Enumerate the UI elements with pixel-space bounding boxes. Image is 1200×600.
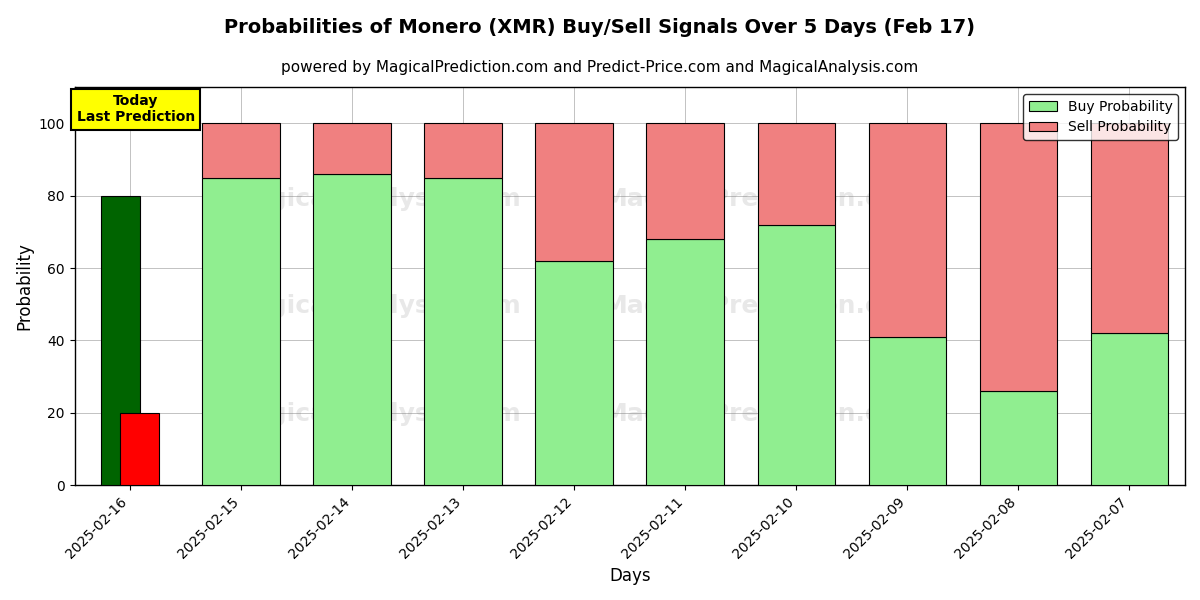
Legend: Buy Probability, Sell Probability: Buy Probability, Sell Probability xyxy=(1024,94,1178,140)
Text: MagicalPrediction.com: MagicalPrediction.com xyxy=(602,401,924,425)
Text: Today
Last Prediction: Today Last Prediction xyxy=(77,94,194,124)
Bar xyxy=(869,123,947,337)
Bar xyxy=(425,123,502,178)
Bar xyxy=(1091,333,1169,485)
Text: Probabilities of Monero (XMR) Buy/Sell Signals Over 5 Days (Feb 17): Probabilities of Monero (XMR) Buy/Sell S… xyxy=(224,18,976,37)
Bar xyxy=(1091,123,1169,333)
Text: MagicalPrediction.com: MagicalPrediction.com xyxy=(602,187,924,211)
Bar xyxy=(535,261,613,485)
Bar xyxy=(120,413,160,485)
Bar xyxy=(313,123,391,174)
Bar xyxy=(757,224,835,485)
Text: MagicalAnalysis.com: MagicalAnalysis.com xyxy=(228,294,521,318)
Bar xyxy=(647,239,725,485)
Bar xyxy=(313,174,391,485)
Bar xyxy=(757,123,835,224)
Text: MagicalAnalysis.com: MagicalAnalysis.com xyxy=(228,187,521,211)
Bar xyxy=(979,391,1057,485)
Bar xyxy=(647,123,725,239)
Bar xyxy=(203,178,280,485)
Text: MagicalPrediction.com: MagicalPrediction.com xyxy=(602,294,924,318)
Text: MagicalAnalysis.com: MagicalAnalysis.com xyxy=(228,401,521,425)
Text: powered by MagicalPrediction.com and Predict-Price.com and MagicalAnalysis.com: powered by MagicalPrediction.com and Pre… xyxy=(281,60,919,75)
Y-axis label: Probability: Probability xyxy=(16,242,34,330)
Bar xyxy=(425,178,502,485)
Bar xyxy=(535,123,613,261)
Bar xyxy=(869,337,947,485)
Bar xyxy=(979,123,1057,391)
Bar xyxy=(203,123,280,178)
Bar xyxy=(101,196,140,485)
X-axis label: Days: Days xyxy=(610,567,650,585)
